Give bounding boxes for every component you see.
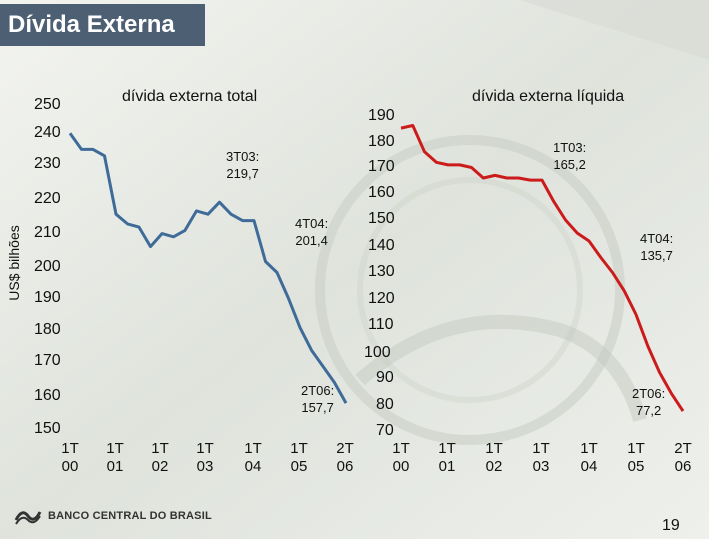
left-annotation-2t06: 2T06: 157,7 [301, 383, 335, 415]
left-y-tick: 240 [34, 124, 61, 141]
right-y-tick: 160 [368, 184, 395, 201]
left-annotation-4t04: 4T04: 201,4 [295, 216, 329, 248]
right-annotation-2t06: 2T06: 77,2 [632, 386, 666, 418]
right-y-tick: 150 [368, 210, 395, 227]
page-number: 19 [662, 517, 680, 534]
right-y-tick: 130 [368, 263, 395, 280]
left-y-tick: 220 [34, 190, 61, 207]
right-y-tick: 70 [376, 422, 394, 439]
right-x-tick: 1T 02 [485, 440, 503, 475]
left-chart-title: dívida externa total [122, 88, 258, 105]
left-y-tick: 150 [34, 420, 61, 437]
right-y-tick: 110 [368, 316, 394, 333]
left-y-axis-label: US$ bilhões [6, 225, 22, 301]
right-y-tick: 100 [364, 344, 391, 361]
bank-logo-text: BANCO CENTRAL DO BRASIL [48, 510, 212, 522]
right-x-tick: 1T 01 [438, 440, 456, 475]
right-x-tick: 1T 03 [532, 440, 550, 475]
left-annotation-3t03: 3T03: 219,7 [226, 149, 260, 181]
right-y-tick: 140 [368, 237, 395, 254]
right-y-tick: 120 [368, 290, 395, 307]
right-x-tick: 1T 05 [627, 440, 645, 475]
bank-logo: BANCO CENTRAL DO BRASIL [14, 506, 212, 526]
right-y-tick: 170 [368, 158, 395, 175]
right-y-tick: 90 [376, 369, 394, 386]
left-x-tick: 2T 06 [336, 440, 354, 475]
left-y-tick: 160 [34, 387, 61, 404]
left-y-tick: 210 [34, 224, 61, 241]
left-x-tick: 1T 00 [61, 440, 79, 475]
left-x-tick: 1T 04 [244, 440, 262, 475]
right-y-tick: 190 [368, 107, 395, 124]
right-annotation-1t03: 1T03: 165,2 [553, 140, 587, 172]
left-y-tick: 190 [34, 289, 61, 306]
left-x-tick: 1T 02 [151, 440, 169, 475]
slide-title: Dívida Externa [0, 4, 205, 46]
right-y-tick: 80 [376, 396, 394, 413]
right-x-tick: 1T 00 [392, 440, 410, 475]
right-x-tick: 1T 04 [580, 440, 598, 475]
right-y-tick: 180 [368, 133, 395, 150]
left-x-tick: 1T 05 [290, 440, 308, 475]
left-x-tick: 1T 03 [196, 440, 214, 475]
bank-logo-icon [14, 511, 42, 525]
left-y-tick: 230 [34, 155, 61, 172]
left-y-tick: 170 [34, 352, 61, 369]
left-y-tick: 200 [34, 258, 61, 275]
left-x-tick: 1T 01 [106, 440, 124, 475]
right-x-tick: 2T 06 [674, 440, 692, 475]
left-y-tick: 180 [34, 321, 61, 338]
right-annotation-4t04: 4T04: 135,7 [640, 231, 674, 263]
left-y-tick: 250 [34, 96, 61, 113]
right-chart-title: dívida externa líquida [472, 88, 625, 105]
